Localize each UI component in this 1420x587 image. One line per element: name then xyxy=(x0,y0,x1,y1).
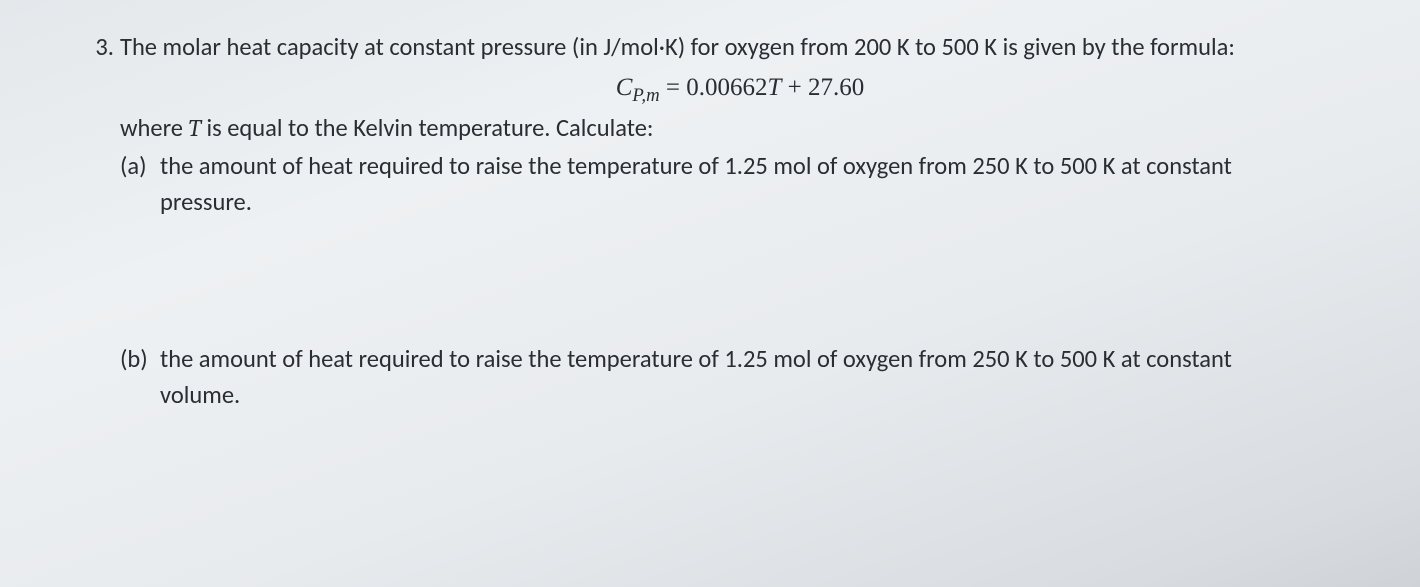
intro-before-units: The molar heat capacity at constant pres… xyxy=(120,32,603,62)
spacing-gap xyxy=(120,220,1360,340)
where-T: T xyxy=(189,115,201,143)
question-number: 3. xyxy=(80,30,120,66)
part-b-body: the amount of heat required to raise the… xyxy=(160,342,1360,413)
formula-const: + 27.60 xyxy=(781,74,864,101)
part-b-label: (b) xyxy=(120,342,160,378)
formula-lhs: C xyxy=(616,74,633,101)
part-a-line2: pressure. xyxy=(160,185,1360,221)
intro-after-units: ) for oxygen from 200 K to 500 K is give… xyxy=(678,32,1235,62)
formula-sub: P,m xyxy=(632,85,659,106)
intro-units: J/mol·K xyxy=(603,32,677,62)
formula-coeff: 0.00662 xyxy=(686,74,767,101)
part-a-row: (a) the amount of heat required to raise… xyxy=(120,149,1360,220)
question-row: 3. The molar heat capacity at constant p… xyxy=(80,30,1360,413)
where-line: where T is equal to the Kelvin temperatu… xyxy=(120,111,1360,148)
part-b-row: (b) the amount of heat required to raise… xyxy=(120,342,1360,413)
formula-var: T xyxy=(768,74,782,101)
part-a-line1: the amount of heat required to raise the… xyxy=(160,149,1360,185)
part-b-line2: volume. xyxy=(160,378,1360,414)
where-after: is equal to the Kelvin temperature. Calc… xyxy=(201,113,654,143)
formula-equals: = xyxy=(660,74,687,101)
page: 3. The molar heat capacity at constant p… xyxy=(0,0,1420,443)
part-a-body: the amount of heat required to raise the… xyxy=(160,149,1360,220)
formula: CP,m = 0.00662T + 27.60 xyxy=(120,70,1360,109)
where-before: where xyxy=(120,113,189,143)
part-a-label: (a) xyxy=(120,149,160,185)
part-b-line1: the amount of heat required to raise the… xyxy=(160,342,1360,378)
question-body: The molar heat capacity at constant pres… xyxy=(120,30,1360,413)
